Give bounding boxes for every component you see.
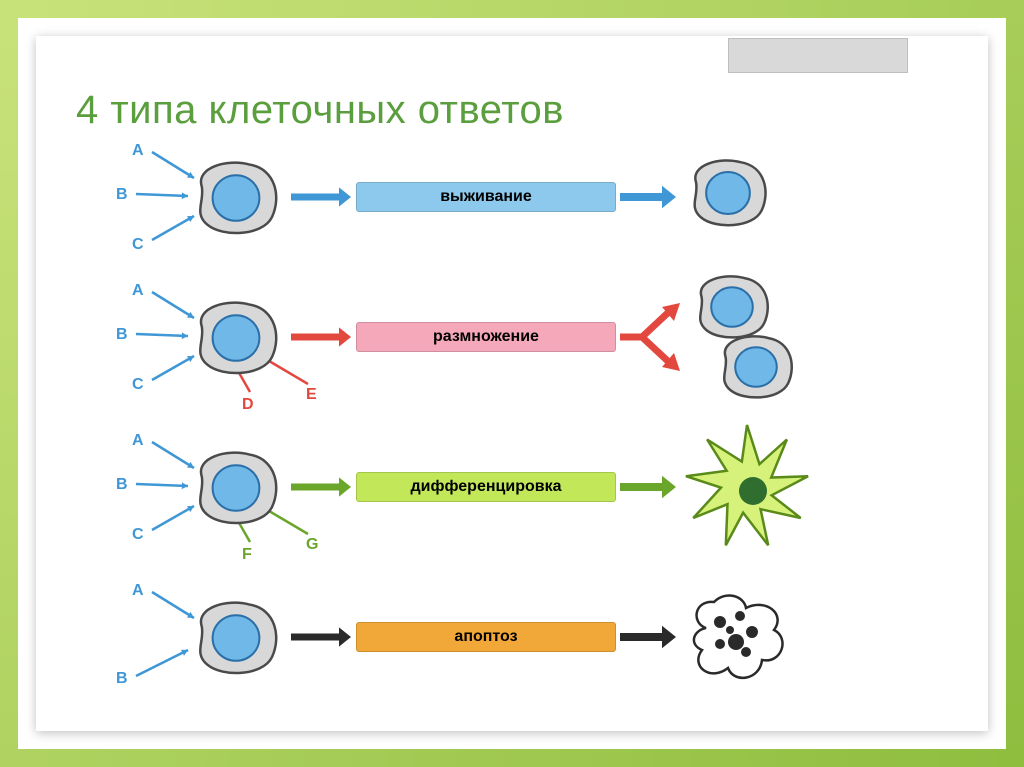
signal-label-C: C <box>132 376 144 394</box>
process-bar-apoptosis: апоптоз <box>356 622 616 652</box>
signal-label-A: A <box>132 142 144 160</box>
row-apoptosis: A Bапоптоз <box>96 578 916 718</box>
slide-title: 4 типа клеточных ответов <box>76 88 564 133</box>
apoptotic-cell <box>686 588 796 688</box>
process-bar-proliferation: размножение <box>356 322 616 352</box>
result-cell <box>686 158 770 228</box>
slide-panel: 4 типа клеточных ответов A B Cвыживание A B C… <box>36 36 988 731</box>
process-bar-survival: выживание <box>356 182 616 212</box>
result-cell-1 <box>692 274 772 340</box>
result-cell-2 <box>716 334 796 400</box>
differentiated-cell <box>672 422 822 552</box>
signal-label-C: C <box>132 236 144 254</box>
signal-label-B: B <box>116 476 128 494</box>
signal-label-B: B <box>116 326 128 344</box>
source-cell <box>191 300 281 376</box>
corner-tab <box>728 38 908 73</box>
row-proliferation: A B C D Eразмножение <box>96 278 916 418</box>
row-survival: A B Cвыживание <box>96 138 916 278</box>
signal-label-G: G <box>306 536 318 554</box>
diagram-area: A B Cвыживание A B C D Eразмножение A B C F Gдиффере… <box>96 138 916 718</box>
signal-label-C: C <box>132 526 144 544</box>
signal-label-B: B <box>116 670 128 688</box>
signal-label-B: B <box>116 186 128 204</box>
source-cell <box>191 450 281 526</box>
signal-label-E: E <box>306 386 317 404</box>
signal-label-F: F <box>242 546 252 564</box>
process-bar-differentiation: дифференцировка <box>356 472 616 502</box>
row-differentiation: A B C F Gдифференцировка <box>96 428 916 568</box>
signal-label-D: D <box>242 396 254 414</box>
source-cell <box>191 160 281 236</box>
signal-label-A: A <box>132 432 144 450</box>
signal-label-A: A <box>132 282 144 300</box>
source-cell <box>191 600 281 676</box>
signal-label-A: A <box>132 582 144 600</box>
